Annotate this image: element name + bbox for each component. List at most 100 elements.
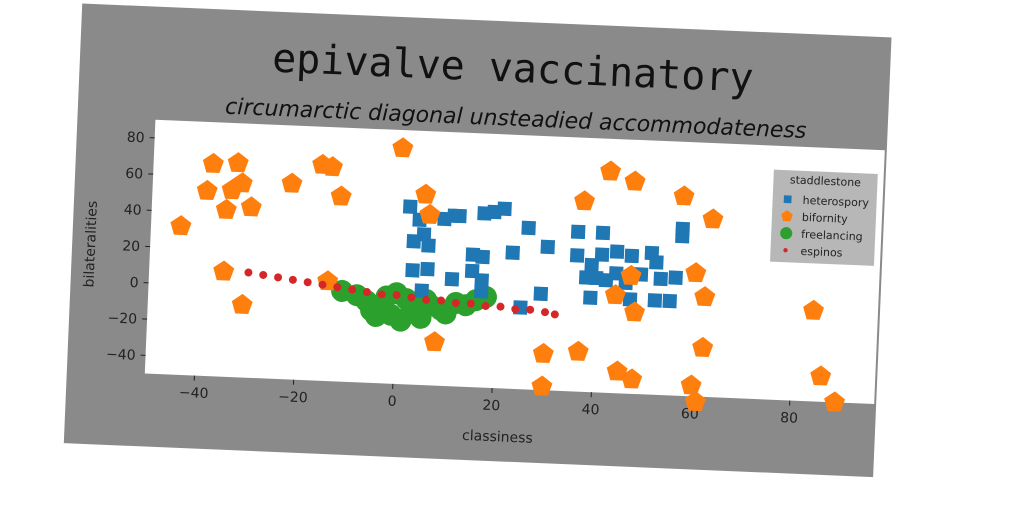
- bifornity-point: [624, 170, 646, 191]
- heterospory-point: [594, 247, 610, 262]
- espinos-point: [481, 302, 490, 311]
- heterospory-point: [475, 249, 490, 265]
- y-tick-label: −40: [106, 347, 136, 364]
- legend-box: [770, 169, 878, 266]
- heterospory-point: [675, 221, 690, 237]
- bifornity-point: [532, 342, 554, 364]
- bifornity-point: [330, 185, 352, 206]
- heterospory-point: [647, 293, 663, 308]
- espinos-point: [244, 268, 253, 277]
- bifornity-point: [202, 152, 224, 174]
- heterospory-point: [421, 238, 436, 253]
- espinos-point: [362, 288, 371, 297]
- heterospory-point: [402, 199, 418, 214]
- heterospory-point: [595, 225, 611, 241]
- heterospory-point: [405, 263, 420, 278]
- bifornity-point: [419, 203, 441, 224]
- heterospory-point: [653, 271, 668, 287]
- y-axis-label: bilateralities: [81, 200, 101, 287]
- bifornity-point: [215, 198, 237, 220]
- espinos-point: [466, 299, 475, 308]
- bifornity-point: [692, 336, 714, 357]
- legend-label-heterospory: heterospory: [802, 194, 869, 210]
- espinos-legend-marker: [783, 248, 788, 253]
- heterospory-point: [505, 245, 520, 261]
- espinos-point: [422, 295, 431, 304]
- bifornity-point: [567, 340, 589, 361]
- legend-title: staddlestone: [790, 173, 862, 189]
- bifornity-point: [322, 156, 343, 177]
- bifornity-point: [685, 262, 707, 283]
- espinos-point: [392, 291, 401, 300]
- x-tick-label: 80: [780, 410, 798, 427]
- heterospory-point: [609, 244, 625, 259]
- bifornity-point: [694, 286, 716, 307]
- bifornity-point: [240, 196, 262, 217]
- x-tick-label: 40: [581, 402, 599, 419]
- bifornity-point: [424, 331, 445, 352]
- espinos-point: [451, 298, 460, 307]
- bifornity-point: [624, 301, 646, 322]
- data-marks: [170, 137, 846, 412]
- espinos-point: [348, 285, 357, 294]
- bifornity-point: [702, 208, 724, 229]
- heterospory-point: [533, 286, 549, 302]
- bifornity-point: [680, 374, 702, 395]
- bifornity-point: [227, 152, 249, 173]
- x-tick-label: 0: [387, 394, 397, 410]
- bifornity-point: [824, 391, 846, 412]
- y-tick-label: 80: [126, 130, 144, 147]
- espinos-point: [511, 305, 520, 314]
- bifornity-point: [621, 368, 643, 389]
- heterospory-point: [668, 270, 683, 285]
- plot-area: [144, 119, 885, 405]
- freelancing-legend-marker: [780, 227, 793, 240]
- espinos-point: [526, 305, 535, 314]
- heterospory-point: [569, 248, 585, 263]
- heterospory-point: [473, 284, 489, 299]
- espinos-point: [274, 273, 283, 282]
- x-axis-label: classiness: [462, 428, 533, 447]
- x-tick-label: 20: [482, 398, 500, 415]
- bifornity-point: [803, 299, 825, 320]
- heterospory-point: [521, 220, 536, 236]
- bifornity-point: [600, 160, 622, 181]
- espinos-point: [333, 283, 342, 292]
- legend-label-freelancing: freelancing: [801, 228, 863, 244]
- bifornity-point: [392, 137, 414, 158]
- heterospory-point: [420, 261, 435, 277]
- espinos-point: [407, 293, 416, 302]
- bifornity-point: [170, 215, 192, 236]
- bifornity-point: [415, 183, 437, 204]
- heterospory-point: [540, 239, 556, 255]
- bifornity-point: [685, 390, 706, 412]
- bifornity-point: [620, 264, 642, 286]
- bifornity-point: [221, 179, 243, 200]
- heterospory-point: [444, 271, 460, 287]
- x-tick-label: −20: [278, 389, 308, 406]
- y-tick-label: −20: [107, 310, 137, 327]
- heterospory-point: [578, 270, 594, 285]
- heterospory-point: [452, 208, 467, 224]
- bifornity-legend-marker: [781, 210, 793, 222]
- espinos-point: [437, 296, 446, 305]
- heterospory-point: [414, 283, 429, 298]
- espinos-point: [377, 290, 386, 299]
- heterospory-point: [406, 234, 422, 249]
- x-tick-label: −40: [179, 385, 209, 402]
- bifornity-point: [213, 260, 235, 281]
- espinos-point: [288, 275, 297, 284]
- espinos-point: [540, 308, 549, 317]
- bifornity-point: [231, 293, 253, 315]
- espinos-point: [259, 270, 268, 279]
- espinos-point: [318, 280, 327, 289]
- bifornity-point: [531, 375, 553, 396]
- heterospory-point: [583, 290, 598, 306]
- legend-label-bifornity: bifornity: [802, 211, 849, 226]
- legend-label-espinos: espinos: [800, 245, 843, 260]
- bifornity-point: [673, 185, 695, 206]
- y-tick-label: 20: [122, 238, 140, 255]
- heterospory-point: [570, 224, 586, 240]
